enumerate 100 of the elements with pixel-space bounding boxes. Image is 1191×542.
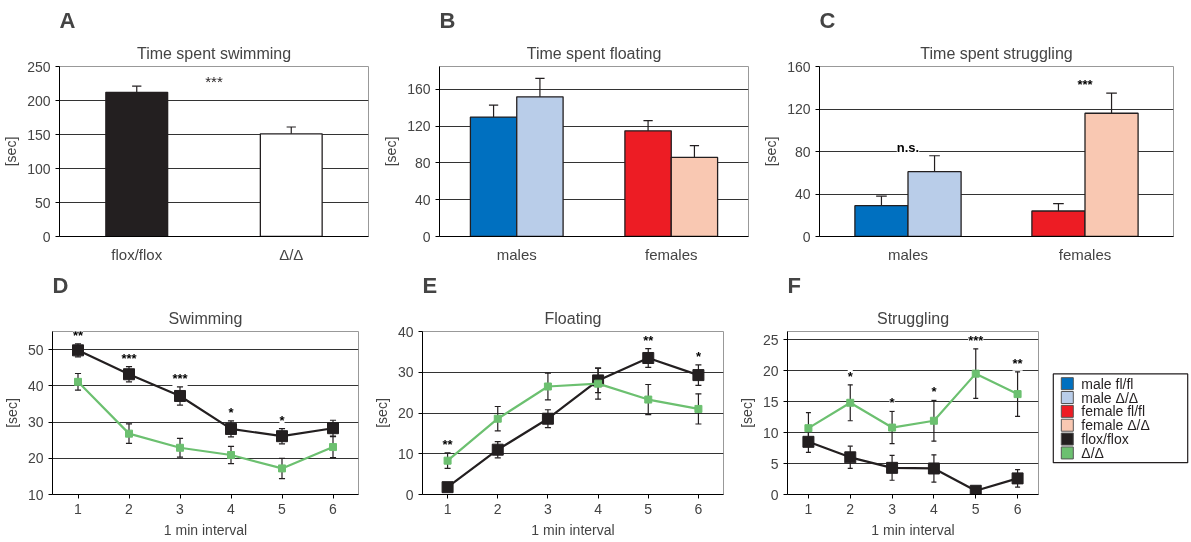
y-tick-label: 15 (762, 393, 779, 410)
text: B (439, 7, 456, 33)
y-tick-label: 250 (27, 58, 51, 75)
point (846, 398, 855, 407)
y-tick-label: 0 (422, 228, 431, 245)
y-tick-label: 0 (802, 228, 811, 245)
point (929, 416, 938, 425)
y-axis-title: [sec] (3, 136, 20, 167)
y-tick-label: 20 (27, 450, 44, 467)
y-axis-title: [sec] (738, 398, 755, 428)
x-tick-label: 5 (971, 500, 980, 517)
annotation: *** (172, 370, 189, 386)
y-tick-label: 10 (762, 424, 779, 441)
point (329, 443, 337, 452)
annotation: ** (72, 327, 84, 343)
point (927, 462, 940, 475)
point (225, 422, 237, 435)
chart-title: Swimming (168, 309, 243, 327)
point (888, 423, 897, 432)
point (971, 369, 980, 378)
point (642, 351, 655, 364)
legend-label: male fl/fl (1081, 375, 1134, 392)
x-tick-label: 1 (443, 500, 452, 517)
annotation: *** (121, 350, 138, 366)
y-tick-label: 40 (397, 323, 414, 340)
text: F (787, 272, 801, 298)
x-tick-label: flox/flox (111, 245, 163, 263)
y-axis-title: [sec] (383, 136, 400, 167)
point (441, 481, 454, 494)
legend-label: male Δ/Δ (1081, 389, 1139, 406)
y-tick-label: 10 (397, 445, 414, 462)
x-tick-label: 4 (594, 500, 603, 517)
chart-title: Time spent floating (526, 44, 662, 62)
x-tick-label: 6 (329, 500, 338, 517)
x-tick-label: 5 (278, 500, 287, 517)
y-tick-label: 0 (770, 486, 779, 503)
point (1013, 390, 1022, 399)
point (541, 412, 554, 425)
x-tick-label: 2 (493, 500, 502, 517)
annotation: * (889, 395, 896, 411)
x-tick-label: 4 (227, 500, 236, 517)
y-tick-label: 40 (414, 191, 431, 208)
point (844, 451, 857, 464)
point (176, 443, 184, 452)
x-tick-label: 3 (176, 500, 185, 517)
y-tick-label: 20 (397, 405, 414, 421)
text: D (52, 272, 69, 298)
annotation: * (847, 368, 854, 384)
annotation: * (695, 348, 702, 364)
point (802, 435, 815, 448)
point (543, 382, 552, 391)
annotation: *** (968, 332, 985, 348)
y-tick-label: 100 (27, 160, 51, 177)
point (644, 395, 653, 404)
point (594, 379, 603, 388)
legend-label: female fl/fl (1081, 403, 1146, 420)
y-tick-label: 160 (787, 58, 811, 75)
chart-title: Time spent swimming (136, 44, 292, 62)
x-tick-label: Δ/Δ (279, 245, 304, 263)
point (125, 429, 133, 438)
annotation: ** (1012, 355, 1024, 371)
point (74, 377, 82, 386)
x-tick-label: 5 (644, 500, 653, 517)
chart-title: Struggling (876, 309, 950, 327)
y-tick-label: 30 (397, 364, 414, 381)
y-tick-label: 0 (405, 486, 414, 503)
point (276, 430, 288, 443)
x-tick-label: 3 (544, 500, 553, 517)
point (694, 404, 703, 413)
y-axis-title: [sec] (373, 398, 390, 428)
text: E (422, 272, 438, 298)
point (278, 464, 286, 473)
y-tick-label: 50 (34, 194, 51, 211)
x-tick-label: females (1058, 245, 1112, 263)
y-tick-label: 5 (770, 455, 779, 472)
annotation: *** (1077, 77, 1094, 93)
y-tick-label: 150 (27, 126, 51, 143)
text: A (59, 7, 76, 33)
text: C (819, 7, 836, 33)
annotation: * (931, 384, 938, 400)
x-tick-label: 4 (930, 500, 939, 517)
y-tick-label: 160 (407, 81, 431, 98)
y-tick-label: 80 (794, 143, 811, 160)
y-axis-title: [sec] (3, 398, 20, 428)
point (886, 461, 899, 474)
annotation: * (279, 412, 286, 428)
x-axis-title: 1 min interval (871, 521, 955, 538)
x-tick-label: 6 (694, 500, 703, 517)
y-tick-label: 40 (794, 186, 811, 202)
y-axis-title: [sec] (763, 136, 780, 167)
y-tick-label: 120 (407, 118, 431, 135)
annotation: *** (205, 72, 223, 90)
x-tick-label: males (887, 245, 929, 263)
annotation: * (228, 404, 235, 420)
x-tick-label: females (644, 245, 698, 263)
x-tick-label: 2 (125, 500, 134, 517)
point (227, 451, 235, 460)
y-tick-label: 0 (42, 228, 51, 245)
point (174, 389, 186, 402)
x-axis-title: 1 min interval (531, 521, 615, 538)
